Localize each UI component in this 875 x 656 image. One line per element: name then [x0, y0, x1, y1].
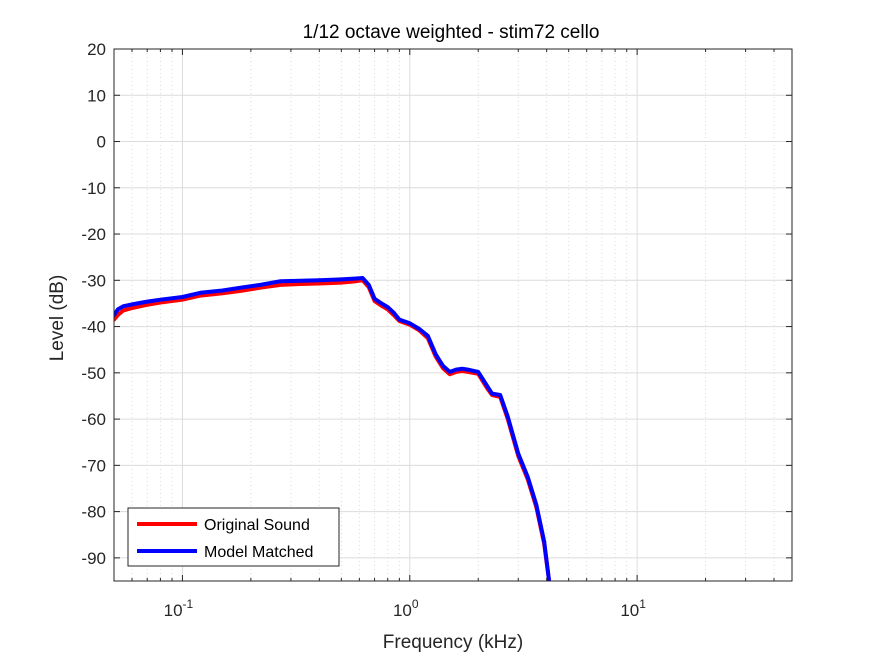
- y-tick-label: 0: [97, 133, 106, 152]
- y-tick-labels: 20 10 0 -10 -20 -30 -40 -50 -60 -70 -80 -90: [81, 40, 106, 568]
- x-tick-label: 100: [393, 597, 419, 620]
- chart-title: 1/12 octave weighted - stim72 cello: [303, 22, 600, 43]
- y-tick-label: -60: [81, 410, 106, 429]
- y-tick-label: -40: [81, 318, 106, 337]
- x-tick-label: 10-1: [164, 597, 194, 620]
- x-tick-label: 101: [620, 597, 646, 620]
- x-tick-labels: 10-1 100 101: [164, 597, 647, 620]
- major-grid: [114, 48, 792, 581]
- y-tick-label: -30: [81, 271, 106, 290]
- legend-item-model-matched: Model Matched: [137, 544, 313, 561]
- y-tick-label: -10: [81, 179, 106, 198]
- y-tick-label: -50: [81, 364, 106, 383]
- ticks-layer: [113, 48, 792, 581]
- legend-box: [127, 507, 340, 567]
- series-line-model-matched: [114, 276, 552, 581]
- plot-background: [114, 49, 792, 581]
- y-tick-label: -70: [81, 456, 106, 475]
- y-tick-label: -80: [81, 503, 106, 522]
- legend-label-original-sound: Original Sound: [204, 517, 310, 534]
- x-axis-label: Frequency (kHz): [383, 632, 523, 653]
- y-axis-label: Level (dB): [47, 275, 68, 362]
- y-tick-label: -20: [81, 225, 106, 244]
- y-tick-label: 20: [87, 40, 106, 59]
- legend-item-original-sound: Original Sound: [137, 517, 310, 534]
- series-layer: [114, 276, 552, 581]
- y-tick-label: 10: [87, 86, 106, 105]
- legend-label-model-matched: Model Matched: [204, 544, 313, 561]
- legend: Original Sound Model Matched: [127, 507, 340, 567]
- y-tick-label: -90: [81, 549, 106, 568]
- plot-frame: [113, 48, 793, 582]
